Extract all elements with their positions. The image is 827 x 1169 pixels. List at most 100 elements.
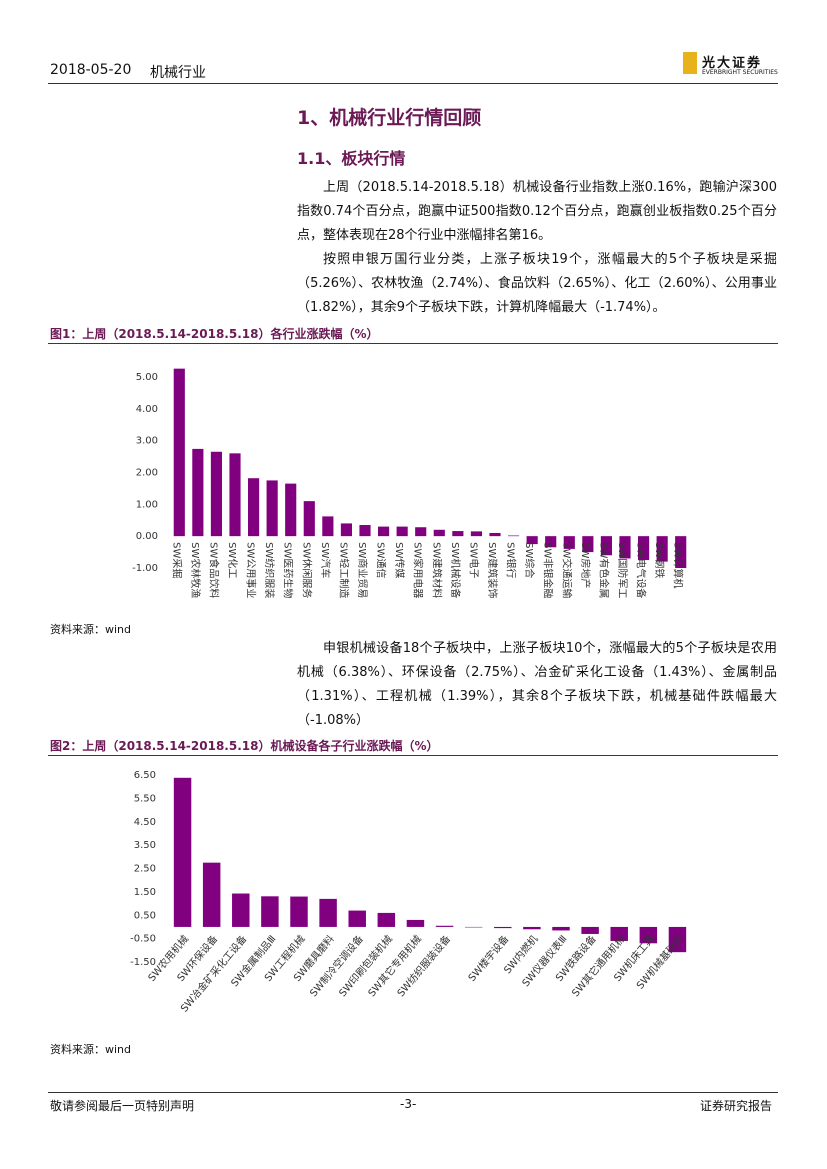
x-tick-label: SW建筑材料 [430, 542, 443, 598]
bar [470, 531, 482, 537]
x-tick-label: SW房地产 [579, 542, 592, 588]
bar [526, 536, 538, 545]
x-tick-label: SW钢铁 [653, 542, 666, 578]
subsection-title: 1.1、板块行情 [297, 149, 406, 168]
x-tick-label: SW汽车 [319, 542, 332, 578]
x-tick-label: SW纺织服装 [263, 542, 276, 598]
x-tick-label: SW国防军工 [616, 542, 629, 598]
x-tick-label: SW有色金属 [597, 542, 610, 598]
bar [319, 898, 337, 927]
figure-caption: 图2：上周（2018.5.14-2018.5.18）机械设备各子行业涨跌幅（%） [50, 739, 439, 753]
bar [248, 478, 260, 537]
bar [433, 529, 445, 537]
x-tick-label: SW交通运输 [560, 542, 573, 598]
x-tick-label: SW轻工制造 [337, 542, 350, 598]
bar [359, 525, 371, 537]
caption-rule [48, 343, 778, 344]
x-tick-label: SW通信 [375, 542, 387, 578]
x-tick-label: SW传媒 [393, 542, 405, 578]
x-tick-label: SW公用事业 [245, 542, 258, 598]
x-tick-label: SW医药生物 [282, 542, 295, 598]
bar [494, 926, 512, 929]
x-tick-label: SW休闲服务 [300, 542, 313, 598]
x-tick-label: SW电子 [467, 542, 480, 578]
bar [348, 910, 366, 927]
paragraph: 上周（2018.5.14-2018.5.18）机械设备行业指数上涨0.16%，跑… [297, 180, 777, 243]
y-tick-label: 0.50 [134, 910, 156, 921]
bar [285, 483, 297, 537]
header-rule [48, 83, 778, 84]
bar [619, 536, 631, 559]
y-tick-label: 0.00 [136, 531, 158, 542]
bar [581, 926, 599, 934]
bar [266, 480, 278, 537]
paragraph: 申银机械设备18个子板块中，上涨子板块10个，涨幅最大的5个子板块是农用机械（6… [297, 641, 777, 728]
chart: 5.00 4.00 3.00 2.00 1.00 0.00 -1.00 SW采掘 SW农林牧渔 S… [132, 368, 687, 598]
bar [202, 862, 221, 927]
bar [377, 912, 396, 927]
y-tick-label: 6.50 [134, 770, 156, 781]
section-title: 1、机械行业行情回顾 [297, 107, 482, 129]
x-tick-label: SW农林牧渔 [189, 542, 202, 598]
bar [173, 368, 185, 537]
bar [396, 526, 408, 537]
bar [229, 453, 241, 537]
y-tick-label: -0.50 [130, 934, 156, 945]
caption-rule [48, 755, 778, 756]
bar [545, 536, 557, 548]
bar [489, 532, 501, 537]
bar [290, 896, 308, 927]
header-date: 2018-05-20 [50, 62, 132, 78]
bar [232, 893, 250, 927]
bar [668, 926, 687, 953]
y-tick-label: 2.00 [136, 467, 158, 478]
y-tick-label: -1.00 [132, 563, 158, 574]
x-tick-label: SW银行 [505, 542, 518, 578]
bar [523, 926, 541, 930]
x-tick-label: SW采掘 [170, 542, 183, 578]
chart: 6.50 5.50 4.50 3.50 2.50 1.50 0.50 -0.50 -1.50 SW… [130, 770, 687, 1015]
figure-source: 资料来源：wind [50, 623, 132, 636]
page-number: -3- [400, 1097, 417, 1111]
figure-caption: 图1：上周（2018.5.14-2018.5.18）各行业涨跌幅（%） [50, 327, 379, 341]
x-tick-label: SW楼宇设备 [465, 932, 511, 983]
y-tick-label: 1.00 [136, 499, 158, 510]
bar [638, 536, 650, 561]
y-tick-label: 4.50 [134, 817, 156, 828]
x-tick-label: SW商业贸易 [356, 542, 369, 598]
y-tick-label: 5.50 [134, 793, 156, 804]
bar [210, 451, 222, 537]
bar [552, 926, 570, 931]
y-tick-label: 3.50 [134, 840, 156, 851]
bar [322, 516, 334, 537]
logo-icon [683, 52, 697, 74]
bar [452, 531, 464, 537]
x-tick-label: SW非银金融 [542, 542, 555, 598]
bar [582, 536, 594, 553]
y-tick-label: 1.50 [134, 887, 156, 898]
bar [656, 536, 668, 562]
y-tick-label: 5.00 [136, 372, 158, 383]
bar [303, 501, 315, 537]
bar [192, 448, 204, 537]
footer-rule [48, 1092, 778, 1093]
bar [508, 535, 520, 537]
x-tick-label: SW电气设备 [635, 542, 648, 598]
bar [173, 777, 192, 927]
paragraph: 按照申银万国行业分类，上涨子板块19个，涨幅最大的5个子板块是采掘（5.26%）… [297, 252, 777, 315]
bar [563, 536, 575, 549]
bar [340, 523, 352, 537]
x-tick-label: SW计算机 [672, 542, 685, 588]
x-tick-label: SW家用电器 [412, 542, 425, 598]
x-tick-label: SW建筑装饰 [486, 542, 499, 598]
bar [378, 526, 390, 537]
x-tick-label: SW综合 [523, 542, 536, 578]
bar [639, 926, 658, 944]
y-tick-label: -1.50 [130, 957, 156, 968]
bar [261, 896, 279, 927]
bar [435, 925, 454, 927]
bar [675, 536, 687, 568]
footer-left: 敬请参阅最后一页特别声明 [50, 1099, 195, 1113]
y-tick-label: 4.00 [136, 404, 158, 415]
